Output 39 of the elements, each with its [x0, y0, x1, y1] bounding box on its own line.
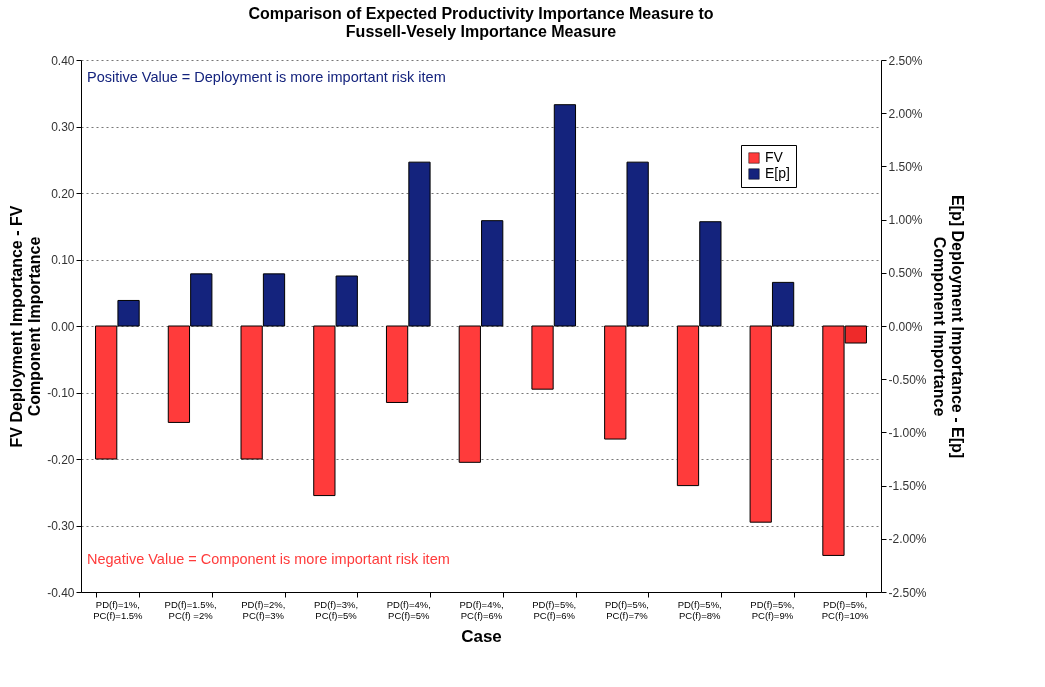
x-tick-label: PD(f)=1%, PC(f)=1.5%	[93, 598, 144, 621]
y-tick-label: 0.20	[51, 186, 75, 201]
y2-tick-label: 0.50%	[888, 266, 923, 281]
y2-tick-label: 1.00%	[888, 213, 923, 228]
x-tick-label: PD(f)=5%, PC(f)=6%	[532, 598, 577, 621]
x-tick-label: PD(f)=5%, PC(f)=8%	[677, 598, 722, 621]
y2-tick-label: 2.00%	[888, 106, 923, 121]
legend-label: FV	[765, 149, 784, 165]
y-tick-label: -0.30	[47, 519, 75, 533]
x-tick-label: PD(f)=2%, PC(f)=3%	[241, 598, 286, 621]
x-axis-title: Case	[461, 626, 502, 646]
x-tick-label: PD(f)=5%, PC(f)=7%	[604, 598, 649, 621]
y2-tick-label: -1.50%	[888, 479, 927, 494]
y-tick-label: 0.10	[51, 253, 75, 267]
y2-tick-label: -0.50%	[888, 372, 927, 387]
y-tick-label: 0.40	[51, 53, 75, 68]
annotation: Negative Value = Component is more important risk item	[87, 551, 450, 567]
x-tick-label: PD(f)=4%, PC(f)=6%	[459, 598, 504, 621]
chart-title: Comparison of Expected Productivity Importance Measure to Fussell-Vesely Importance Measure	[248, 5, 714, 40]
y2-tick-label: -2.00%	[888, 532, 927, 547]
y-tick-label: 0.00	[51, 319, 75, 334]
y-axis-title: FV Deployment Importance - FV Component Importance	[8, 205, 44, 448]
y-tick-label: 0.30	[51, 120, 75, 134]
y2-axis-title: E[p] Deployment Importance - E[p] Component Importance	[930, 194, 966, 459]
y2-tick-label: -2.50%	[888, 585, 927, 600]
y-tick-label: -0.10	[47, 386, 75, 400]
x-tick-label: PD(f)=1.5%, PC(f) =2%	[164, 598, 217, 621]
y-tick-label: -0.40	[47, 585, 75, 600]
x-tick-label: PD(f)=5%, PC(f)=10%	[821, 598, 870, 621]
x-tick-label: PD(f)=3%, PC(f)=5%	[314, 598, 359, 621]
x-tick-label: PD(f)=4%, PC(f)=5%	[386, 598, 431, 621]
y2-tick-label: 0.00%	[888, 319, 923, 334]
y2-tick-label: 1.50%	[888, 159, 923, 174]
legend-label: E[p]	[765, 165, 790, 181]
x-tick-label: PD(f)=5%, PC(f)=9%	[750, 598, 795, 621]
annotation: Positive Value = Deployment is more important risk item	[87, 69, 446, 85]
y2-tick-label: 2.50%	[888, 53, 923, 68]
y2-tick-label: -1.00%	[888, 425, 927, 440]
y-tick-label: -0.20	[47, 452, 75, 467]
